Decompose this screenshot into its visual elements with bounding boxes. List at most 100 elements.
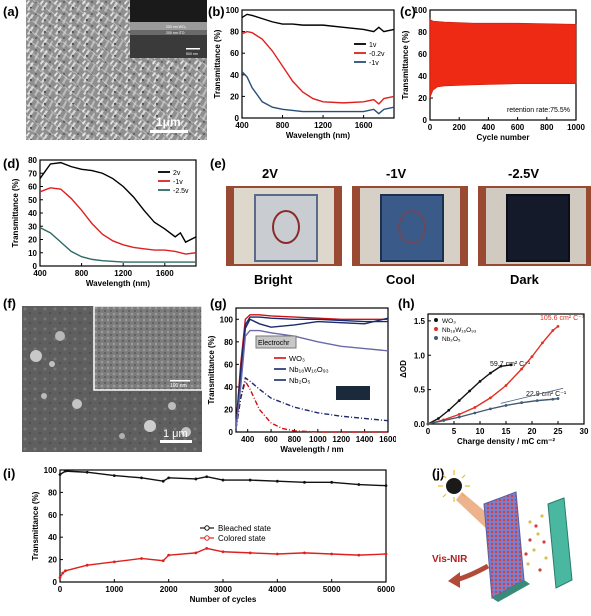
sem-image-f: 100 nm 1 μm	[22, 306, 202, 452]
sem-image-a: 200 nm WO₃ 200 nm ITO 500 nm 1μm	[26, 0, 207, 140]
data-point-i-1	[112, 560, 116, 564]
data-point-h-2	[426, 422, 430, 426]
data-point-i-0	[140, 476, 143, 480]
data-point-h-2	[442, 419, 445, 422]
y-tick-label-g: 80	[224, 338, 233, 347]
panel-label-h: (h)	[398, 296, 415, 311]
y-tick-label-d: 0	[33, 262, 38, 271]
data-point-i-0	[357, 483, 361, 486]
schematic-j: Vis-NIR	[432, 470, 573, 602]
legend-label-g: Nb₂O₅	[289, 376, 310, 385]
x-tick-label-i: 2000	[160, 585, 178, 594]
data-point-i-1	[161, 559, 165, 563]
x-axis-label-c: Cycle number	[477, 133, 530, 142]
chart-g: 400 600 800 1000 1200 1400 1600 0 20 40 60 80 100 Wav…	[208, 307, 396, 454]
x-tick-label-i: 6000	[377, 585, 395, 594]
x-axis-label-b: Wavelength (nm)	[286, 131, 350, 140]
vis-nir-label: Vis-NIR	[432, 554, 468, 565]
data-point-h-0	[457, 399, 461, 403]
series-line-b-1	[241, 30, 395, 105]
panel-label-d: (d)	[3, 156, 20, 171]
scalebar-label-a: 1μm	[156, 115, 181, 129]
voltage-label-2: -1V	[386, 166, 407, 181]
y-tick-label-c: 20	[418, 94, 427, 103]
sem-texture-a: 200 nm WO₃ 200 nm ITO 500 nm 1μm	[26, 0, 207, 140]
x-tick-label-i: 4000	[268, 585, 286, 594]
sem-texture-f: 100 nm 1 μm	[22, 306, 202, 452]
y-tick-label-b: 20	[230, 92, 239, 101]
data-point-i-1	[248, 551, 252, 555]
panel-label-f: (f)	[3, 296, 16, 311]
data-point-i-1	[85, 563, 89, 567]
legend-label-g: Nb₁₈W₁₆O₉₃	[289, 365, 329, 374]
y-tick-label-d: 30	[28, 222, 37, 231]
legend-label-b: -0.2v	[369, 51, 385, 58]
x-axis-label-g: Wavelength / nm	[280, 445, 343, 454]
data-point-h-1	[541, 341, 544, 345]
inset-device-g	[336, 386, 370, 400]
x-tick-label-d: 1200	[114, 269, 132, 278]
y-tick-label-b: 100	[226, 6, 240, 15]
y-tick-label-d: 60	[28, 183, 37, 192]
data-point-h-2	[473, 411, 477, 415]
data-point-i-0	[248, 478, 252, 482]
data-point-h-2	[489, 407, 492, 411]
legend-marker-i	[204, 525, 210, 531]
x-tick-label-g: 1400	[356, 435, 374, 444]
inset-box-g	[255, 335, 297, 349]
data-point-i-0	[58, 473, 62, 476]
y-tick-label-d: 20	[28, 236, 37, 245]
data-point-i-0	[64, 469, 67, 473]
data-point-h-2	[504, 404, 508, 407]
device-photo-dark	[478, 186, 591, 266]
x-tick-label-h: 30	[580, 427, 589, 436]
data-point-i-0	[167, 476, 171, 480]
data-point-h-1	[551, 329, 555, 332]
data-point-h-1	[504, 384, 508, 387]
y-tick-label-d: 70	[28, 169, 37, 178]
y-tick-label-h: 0.0	[414, 420, 426, 429]
y-axis-label-g: Transmittance (%)	[208, 335, 216, 404]
inset-scale-f: 100 nm	[170, 383, 187, 389]
data-point-h-1	[520, 367, 523, 371]
data-point-i-0	[194, 477, 198, 481]
slope-line-h	[500, 387, 564, 404]
panel-label-c: (c)	[400, 4, 416, 19]
chart-c: 0 200 400 600 800 1000 0 20 40 60 80 100 Cycle numbe…	[401, 6, 585, 142]
data-point-h-2	[535, 399, 539, 403]
data-point-h-2	[551, 397, 555, 401]
y-tick-label-c: 100	[414, 6, 428, 15]
series-line-d-1	[39, 187, 197, 255]
y-tick-label-d: 10	[28, 249, 37, 258]
x-tick-label-i: 1000	[105, 585, 123, 594]
data-point-h-0	[468, 389, 471, 393]
x-tick-label-b: 800	[276, 121, 290, 130]
chart-b: 400 800 1200 1600 0 20 40 60 80 100 Wavelength (nm…	[213, 6, 395, 140]
x-tick-label-b: 400	[235, 121, 249, 130]
x-tick-label-g: 400	[241, 435, 255, 444]
panel-label-b: (b)	[208, 4, 225, 19]
legend-label-b: -1v	[369, 60, 379, 67]
data-point-h-2	[457, 415, 461, 419]
chart-h: 0 5 10 15 20 25 30 0.0 0.5 1.0 1.5 Charge density /…	[399, 313, 589, 446]
y-tick-label-c: 80	[418, 28, 427, 37]
device-photo-cool	[352, 186, 468, 266]
data-point-i-1	[357, 553, 361, 557]
x-tick-label-g: 1000	[309, 435, 327, 444]
x-tick-label-i: 5000	[323, 585, 341, 594]
chart-d: 400 800 1200 1600 0 10 20 30 40 50 60 70 80 Wavelengt…	[11, 156, 197, 288]
y-tick-label-g: 100	[220, 315, 234, 324]
x-tick-label-g: 800	[288, 435, 302, 444]
x-tick-label-h: 10	[476, 427, 485, 436]
data-point-h-0	[499, 364, 503, 368]
panel-label-i: (i)	[3, 466, 16, 481]
y-tick-label-b: 60	[230, 49, 239, 58]
legend-label-h: WO₃	[442, 318, 456, 325]
data-point-h-1	[473, 406, 477, 409]
x-tick-label-d: 400	[33, 269, 47, 278]
data-point-h-0	[478, 379, 482, 383]
data-point-i-1	[205, 547, 209, 550]
scalebar-a	[150, 130, 188, 133]
series-line-g-2	[235, 317, 389, 427]
data-point-h-1	[556, 324, 560, 328]
